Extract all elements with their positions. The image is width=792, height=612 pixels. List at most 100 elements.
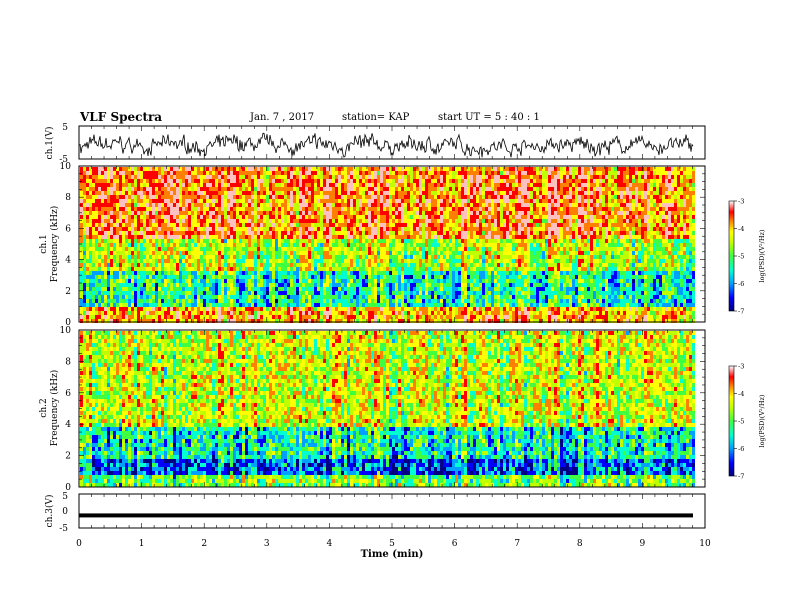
spectrogram-cell bbox=[107, 167, 110, 171]
spectrogram-cell bbox=[197, 287, 200, 291]
spectrogram-cell bbox=[347, 207, 350, 211]
spectrogram-cell bbox=[323, 199, 326, 203]
spectrogram-cell bbox=[179, 171, 182, 175]
spectrogram-cell bbox=[140, 247, 143, 251]
spectrogram-cell bbox=[302, 219, 305, 223]
spectrogram-cell bbox=[92, 251, 95, 255]
spectrogram-cell bbox=[101, 315, 104, 319]
spectrogram-cell bbox=[407, 187, 410, 191]
spectrogram-cell bbox=[332, 175, 335, 179]
spectrogram-cell bbox=[386, 187, 389, 191]
spectrogram-cell bbox=[434, 215, 437, 219]
spectrogram-cell bbox=[287, 263, 290, 267]
spectrogram-cell bbox=[359, 195, 362, 199]
spectrogram-cell bbox=[140, 243, 143, 247]
spectrogram-cell bbox=[446, 211, 449, 215]
spectrogram-cell bbox=[164, 291, 167, 295]
spectrogram-cell bbox=[281, 287, 284, 291]
spectrogram-cell bbox=[344, 175, 347, 179]
spectrogram-cell bbox=[194, 307, 197, 311]
spectrogram-cell bbox=[260, 251, 263, 255]
spectrogram-cell bbox=[407, 319, 410, 323]
spectrogram-cell bbox=[365, 295, 368, 299]
spectrogram-cell bbox=[266, 231, 269, 235]
spectrogram-cell bbox=[266, 239, 269, 243]
spectrogram-cell bbox=[269, 283, 272, 287]
spectrogram-cell bbox=[347, 231, 350, 235]
spectrogram-cell bbox=[344, 295, 347, 299]
spectrogram-cell bbox=[437, 251, 440, 255]
spectrogram-cell bbox=[431, 275, 434, 279]
spectrogram-cell bbox=[173, 195, 176, 199]
spectrogram-cell bbox=[383, 275, 386, 279]
spectrogram-cell bbox=[386, 227, 389, 231]
spectrogram-cell bbox=[242, 223, 245, 227]
spectrogram-cell bbox=[152, 227, 155, 231]
spectrogram-cell bbox=[137, 287, 140, 291]
spectrogram-cell bbox=[191, 207, 194, 211]
spectrogram-cell bbox=[341, 255, 344, 259]
spectrogram-cell bbox=[200, 215, 203, 219]
spectrogram-cell bbox=[293, 231, 296, 235]
spectrogram-cell bbox=[425, 255, 428, 259]
spectrogram-cell bbox=[302, 227, 305, 231]
spectrogram-cell bbox=[143, 183, 146, 187]
spectrogram-cell bbox=[230, 179, 233, 183]
spectrogram-cell bbox=[218, 179, 221, 183]
spectrogram-cell bbox=[410, 211, 413, 215]
spectrogram-cell bbox=[317, 279, 320, 283]
spectrogram-cell bbox=[323, 243, 326, 247]
spectrogram-cell bbox=[335, 235, 338, 239]
spectrogram-cell bbox=[278, 239, 281, 243]
spectrogram-cell bbox=[149, 279, 152, 283]
spectrogram-cell bbox=[398, 175, 401, 179]
spectrogram-cell bbox=[257, 231, 260, 235]
spectrogram-cell bbox=[281, 255, 284, 259]
spectrogram-cell bbox=[257, 315, 260, 319]
spectrogram-cell bbox=[188, 271, 191, 275]
spectrogram-cell bbox=[227, 307, 230, 311]
spectrogram-cell bbox=[287, 215, 290, 219]
spectrogram-cell bbox=[305, 203, 308, 207]
spectrogram-cell bbox=[245, 203, 248, 207]
spectrogram-cell bbox=[371, 227, 374, 231]
spectrogram-cell bbox=[239, 179, 242, 183]
spectrogram-cell bbox=[218, 207, 221, 211]
spectrogram-cell bbox=[275, 263, 278, 267]
spectrogram-cell bbox=[302, 187, 305, 191]
spectrogram-cell bbox=[128, 207, 131, 211]
spectrogram-cell bbox=[422, 191, 425, 195]
spectrogram-cell bbox=[308, 299, 311, 303]
spectrogram-cell bbox=[230, 299, 233, 303]
spectrogram-cell bbox=[200, 263, 203, 267]
spectrogram-cell bbox=[209, 207, 212, 211]
spectrogram-cell bbox=[140, 231, 143, 235]
spectrogram-cell bbox=[179, 271, 182, 275]
spectrogram-cell bbox=[323, 307, 326, 311]
spectrogram-cell bbox=[359, 219, 362, 223]
spectrogram-cell bbox=[341, 283, 344, 287]
spectrogram-cell bbox=[110, 267, 113, 271]
spectrogram-cell bbox=[185, 179, 188, 183]
spectrogram-cell bbox=[203, 219, 206, 223]
spectrogram-cell bbox=[329, 167, 332, 171]
spectrogram-cell bbox=[404, 255, 407, 259]
spectrogram-cell bbox=[122, 211, 125, 215]
spectrogram-cell bbox=[347, 263, 350, 267]
spectrogram-cell bbox=[149, 315, 152, 319]
spectrogram-cell bbox=[164, 207, 167, 211]
spectrogram-cell bbox=[452, 295, 455, 299]
spectrogram-cell bbox=[197, 295, 200, 299]
spectrogram-cell bbox=[284, 291, 287, 295]
spectrogram-cell bbox=[173, 307, 176, 311]
spectrogram-cell bbox=[83, 175, 86, 179]
spectrogram-cell bbox=[236, 243, 239, 247]
spectrogram-cell bbox=[353, 219, 356, 223]
spectrogram-cell bbox=[266, 295, 269, 299]
spectrogram-cell bbox=[98, 207, 101, 211]
spectrogram-cell bbox=[353, 179, 356, 183]
spectrogram-cell bbox=[101, 231, 104, 235]
spectrogram-cell bbox=[176, 239, 179, 243]
spectrogram-cell bbox=[116, 295, 119, 299]
spectrogram-cell bbox=[347, 287, 350, 291]
